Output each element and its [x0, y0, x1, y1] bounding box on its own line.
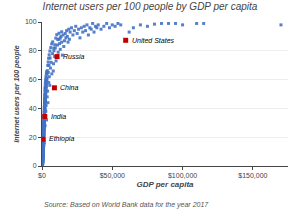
svg-text:United States: United States	[132, 37, 175, 44]
svg-text:60: 60	[29, 76, 37, 83]
svg-text:India: India	[51, 113, 66, 120]
svg-text:$50,000: $50,000	[100, 172, 125, 179]
svg-text:$150,000: $150,000	[238, 172, 267, 179]
svg-text:100: 100	[25, 18, 37, 25]
svg-text:Russia: Russia	[63, 53, 85, 60]
svg-text:20: 20	[29, 134, 37, 141]
svg-text:Source: Based on World Bank da: Source: Based on World Bank data for the…	[44, 201, 209, 209]
svg-text:40: 40	[29, 105, 37, 112]
svg-text:China: China	[60, 84, 78, 91]
svg-text:Internet users per 100 people: Internet users per 100 people by GDP per…	[43, 1, 258, 12]
svg-text:Internet users per 100 people: Internet users per 100 people	[13, 45, 21, 142]
svg-text:80: 80	[29, 47, 37, 54]
svg-text:0: 0	[33, 162, 37, 169]
svg-text:Ethiopia: Ethiopia	[49, 135, 74, 143]
svg-text:$100,000: $100,000	[168, 172, 197, 179]
svg-text:GDP per capita: GDP per capita	[136, 180, 194, 189]
svg-text:$0: $0	[38, 172, 46, 179]
